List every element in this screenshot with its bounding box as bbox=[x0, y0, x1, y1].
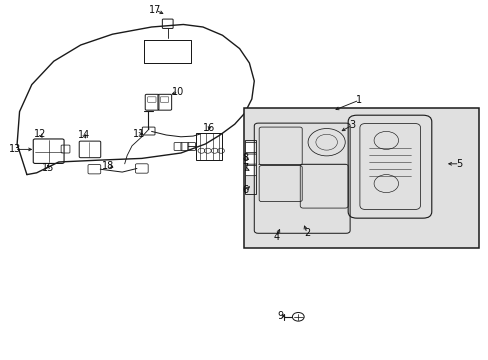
Text: 4: 4 bbox=[273, 232, 279, 242]
Text: 11: 11 bbox=[133, 129, 145, 139]
FancyBboxPatch shape bbox=[245, 143, 256, 153]
Text: 8: 8 bbox=[242, 153, 248, 163]
Bar bbox=[195, 133, 222, 160]
Text: 13: 13 bbox=[8, 144, 21, 154]
Text: 1: 1 bbox=[356, 95, 362, 105]
FancyBboxPatch shape bbox=[245, 166, 256, 176]
Text: 5: 5 bbox=[456, 159, 462, 169]
Text: 16: 16 bbox=[203, 123, 215, 133]
Text: 15: 15 bbox=[41, 163, 54, 174]
Text: 3: 3 bbox=[348, 120, 354, 130]
FancyBboxPatch shape bbox=[245, 154, 256, 164]
Bar bbox=[245, 140, 256, 194]
Text: 12: 12 bbox=[34, 129, 46, 139]
Text: 7: 7 bbox=[242, 163, 248, 174]
Text: 10: 10 bbox=[172, 87, 184, 97]
Text: 17: 17 bbox=[149, 5, 162, 15]
Text: 2: 2 bbox=[304, 228, 309, 238]
Text: 14: 14 bbox=[78, 130, 90, 140]
Text: 18: 18 bbox=[102, 161, 115, 171]
Text: 9: 9 bbox=[277, 311, 283, 321]
Text: 6: 6 bbox=[242, 185, 248, 195]
Bar bbox=[244, 108, 478, 248]
